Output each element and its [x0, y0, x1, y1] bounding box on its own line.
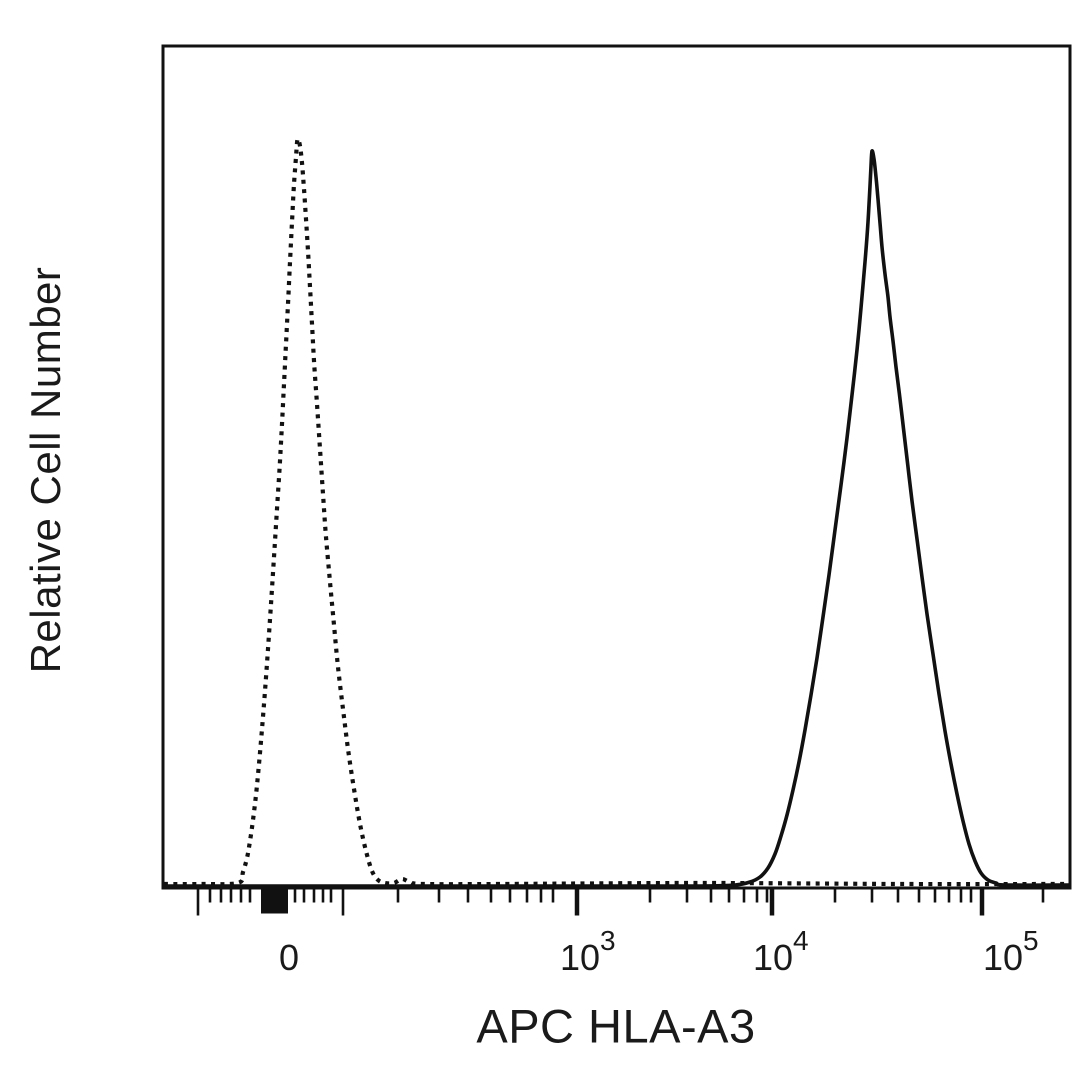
- x-zero-tick-cluster: [261, 889, 288, 914]
- control-histogram-curve: [163, 136, 1070, 887]
- x-tick-label: 103: [560, 925, 616, 978]
- x-tick-label: 0: [279, 937, 299, 978]
- x-tick-label: 105: [983, 925, 1039, 978]
- x-tick-label: 104: [753, 925, 809, 978]
- y-axis-title: Relative Cell Number: [22, 266, 69, 674]
- stained-histogram-curve: [162, 149, 1071, 888]
- plot-frame: [161, 44, 1072, 890]
- x-axis-title: APC HLA-A3: [476, 999, 756, 1053]
